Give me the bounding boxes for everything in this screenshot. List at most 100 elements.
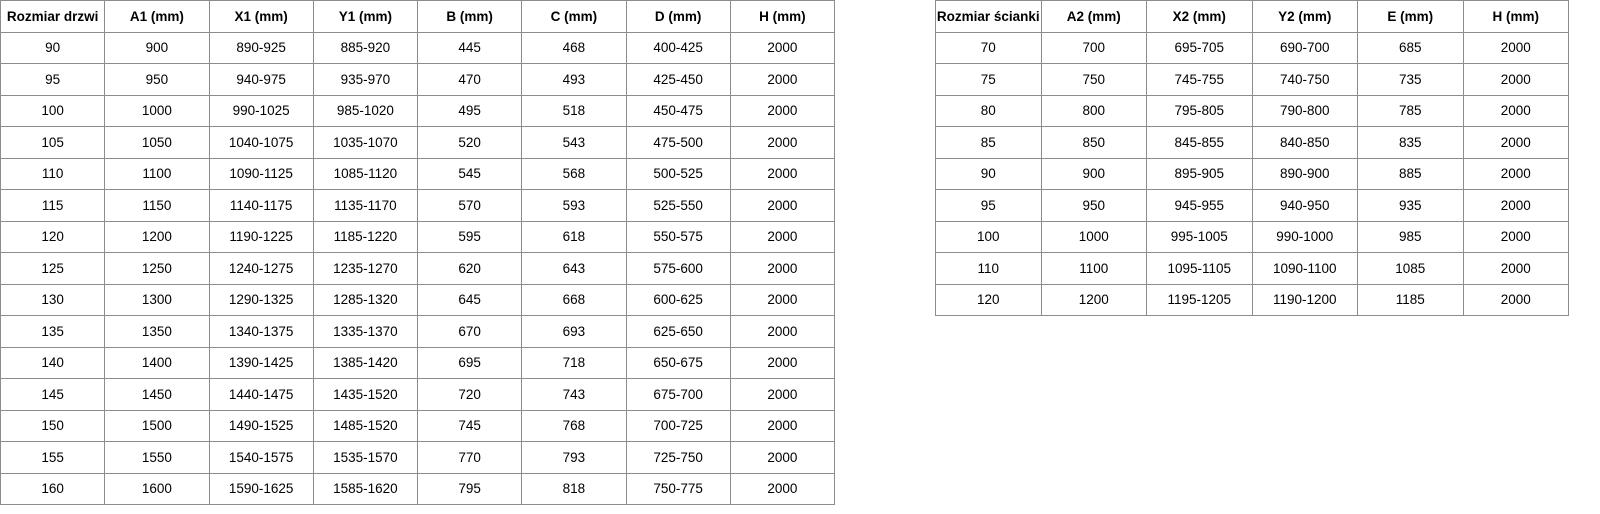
table-cell: 445 bbox=[416, 31, 523, 64]
table-cell: 2000 bbox=[1462, 126, 1569, 159]
column-header: H (mm) bbox=[729, 0, 836, 33]
table-cell: 593 bbox=[521, 189, 627, 222]
table-row: 155 1550 1540-1575 1535-1570 770 793 725-750 20… bbox=[0, 441, 836, 474]
table-cell: 743 bbox=[521, 378, 627, 411]
table-cell: 1195-1205 bbox=[1146, 283, 1253, 316]
column-header: Y2 (mm) bbox=[1251, 0, 1358, 33]
table-cell: 990-1025 bbox=[208, 94, 314, 127]
table-cell: 885 bbox=[1357, 157, 1464, 190]
table-cell: 1150 bbox=[104, 189, 210, 222]
table-cell: 795 bbox=[416, 472, 523, 505]
table-cell: 670 bbox=[416, 315, 523, 348]
table-cell: 2000 bbox=[1462, 63, 1569, 96]
table-cell: 545 bbox=[416, 157, 523, 190]
table-cell: 150 bbox=[0, 409, 106, 442]
table-cell: 693 bbox=[521, 315, 627, 348]
table-cell: 70 bbox=[935, 31, 1042, 64]
column-header: H (mm) bbox=[1462, 0, 1569, 33]
table-cell: 643 bbox=[521, 252, 627, 285]
table-cell: 2000 bbox=[729, 409, 836, 442]
table-cell: 625-650 bbox=[625, 315, 731, 348]
table-cell: 1235-1270 bbox=[312, 252, 419, 285]
table-cell: 2000 bbox=[729, 220, 836, 253]
table-cell: 145 bbox=[0, 378, 106, 411]
table-cell: 1035-1070 bbox=[312, 126, 419, 159]
table-cell: 900 bbox=[104, 31, 210, 64]
table-cell: 1085-1120 bbox=[312, 157, 419, 190]
table-cell: 940-950 bbox=[1251, 189, 1358, 222]
table-cell: 1140-1175 bbox=[208, 189, 314, 222]
table-cell: 2000 bbox=[729, 252, 836, 285]
table-cell: 600-625 bbox=[625, 283, 731, 316]
table-cell: 2000 bbox=[729, 472, 836, 505]
table-cell: 935-970 bbox=[312, 63, 419, 96]
table-row: 135 1350 1340-1375 1335-1370 670 693 625-650 20… bbox=[0, 315, 836, 348]
table-cell: 2000 bbox=[1462, 283, 1569, 316]
table-cell: 945-955 bbox=[1146, 189, 1253, 222]
table-cell: 695-705 bbox=[1146, 31, 1253, 64]
table-cell: 990-1000 bbox=[1251, 220, 1358, 253]
table-cell: 1350 bbox=[104, 315, 210, 348]
table-cell: 2000 bbox=[729, 189, 836, 222]
table-cell: 2000 bbox=[729, 346, 836, 379]
table-cell: 1550 bbox=[104, 441, 210, 474]
wall-sizes-table: Rozmiar ścianki A2 (mm) X2 (mm) Y2 (mm) E (m… bbox=[935, 0, 1569, 316]
table-cell: 1340-1375 bbox=[208, 315, 314, 348]
table-cell: 500-525 bbox=[625, 157, 731, 190]
column-header: X2 (mm) bbox=[1146, 0, 1253, 33]
table-cell: 940-975 bbox=[208, 63, 314, 96]
table-row: 110 1100 1095-1105 1090-1100 1085 2000 bbox=[935, 252, 1569, 285]
table-cell: 2000 bbox=[729, 378, 836, 411]
table-cell: 1200 bbox=[104, 220, 210, 253]
table-cell: 668 bbox=[521, 283, 627, 316]
table-cell: 818 bbox=[521, 472, 627, 505]
table-row: 110 1100 1090-1125 1085-1120 545 568 500-525 20… bbox=[0, 157, 836, 190]
table-cell: 595 bbox=[416, 220, 523, 253]
table-cell: 790-800 bbox=[1251, 94, 1358, 127]
table-cell: 120 bbox=[0, 220, 106, 253]
table-cell: 2000 bbox=[1462, 31, 1569, 64]
table-cell: 1585-1620 bbox=[312, 472, 419, 505]
table-cell: 1100 bbox=[104, 157, 210, 190]
table-cell: 720 bbox=[416, 378, 523, 411]
table-cell: 1590-1625 bbox=[208, 472, 314, 505]
table-cell: 885-920 bbox=[312, 31, 419, 64]
table-row: 105 1050 1040-1075 1035-1070 520 543 475-500 20… bbox=[0, 126, 836, 159]
table-cell: 695 bbox=[416, 346, 523, 379]
table-cell: 750-775 bbox=[625, 472, 731, 505]
table-cell: 950 bbox=[1040, 189, 1147, 222]
table-cell: 740-750 bbox=[1251, 63, 1358, 96]
table-cell: 95 bbox=[935, 189, 1042, 222]
table-cell: 518 bbox=[521, 94, 627, 127]
table-cell: 125 bbox=[0, 252, 106, 285]
table-row: 90 900 890-925 885-920 445 468 400-425 2000 bbox=[0, 31, 836, 64]
table-cell: 2000 bbox=[1462, 94, 1569, 127]
table-cell: 140 bbox=[0, 346, 106, 379]
table-row: 85 850 845-855 840-850 835 2000 bbox=[935, 126, 1569, 159]
table-cell: 543 bbox=[521, 126, 627, 159]
header-row: Rozmiar ścianki A2 (mm) X2 (mm) Y2 (mm) E (m… bbox=[935, 0, 1569, 33]
table-cell: 110 bbox=[0, 157, 106, 190]
table-row: 90 900 895-905 890-900 885 2000 bbox=[935, 157, 1569, 190]
table-cell: 1100 bbox=[1040, 252, 1147, 285]
column-header: D (mm) bbox=[625, 0, 731, 33]
table-cell: 1240-1275 bbox=[208, 252, 314, 285]
table-cell: 105 bbox=[0, 126, 106, 159]
table-cell: 793 bbox=[521, 441, 627, 474]
table-cell: 675-700 bbox=[625, 378, 731, 411]
table-cell: 468 bbox=[521, 31, 627, 64]
table-cell: 620 bbox=[416, 252, 523, 285]
table-cell: 425-450 bbox=[625, 63, 731, 96]
table-cell: 2000 bbox=[1462, 157, 1569, 190]
table-cell: 1050 bbox=[104, 126, 210, 159]
table-cell: 90 bbox=[935, 157, 1042, 190]
table-cell: 995-1005 bbox=[1146, 220, 1253, 253]
table-cell: 1290-1325 bbox=[208, 283, 314, 316]
table-cell: 568 bbox=[521, 157, 627, 190]
table-cell: 618 bbox=[521, 220, 627, 253]
table-cell: 75 bbox=[935, 63, 1042, 96]
table-cell: 1135-1170 bbox=[312, 189, 419, 222]
table-cell: 155 bbox=[0, 441, 106, 474]
table-row: 120 1200 1195-1205 1190-1200 1185 2000 bbox=[935, 283, 1569, 316]
table-cell: 1600 bbox=[104, 472, 210, 505]
